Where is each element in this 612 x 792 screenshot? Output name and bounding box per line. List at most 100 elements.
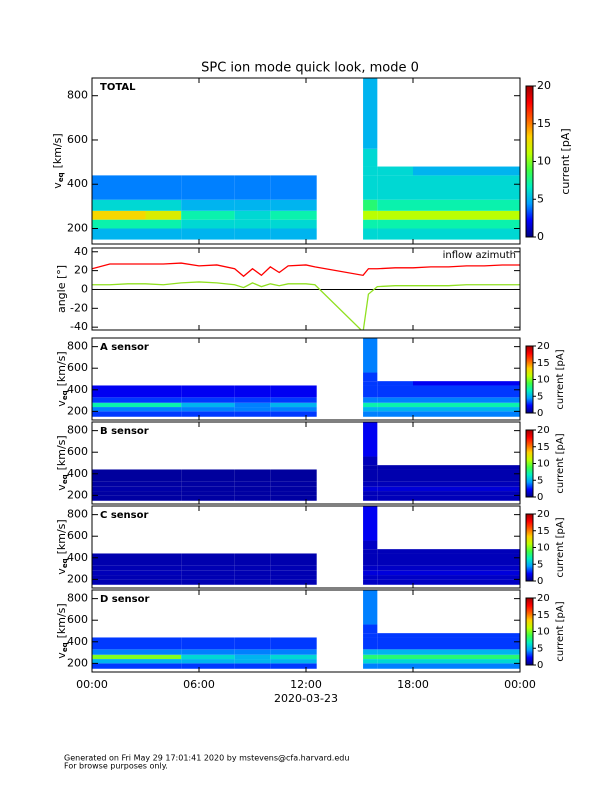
spectrogram-cell xyxy=(181,654,235,660)
spectrogram-cell xyxy=(234,219,271,229)
spectrogram-cell xyxy=(270,411,317,417)
spectrogram-cell xyxy=(363,506,378,541)
spectrogram-cell xyxy=(377,465,413,470)
spectrogram-cell xyxy=(377,166,413,176)
spectrogram-cell xyxy=(377,491,413,496)
spectrogram-cell xyxy=(145,649,182,655)
colorbar-tick-label: 20 xyxy=(537,593,550,604)
spectrogram-cell xyxy=(234,486,271,492)
spectrogram-cell xyxy=(466,663,520,669)
spectrogram-cell xyxy=(466,575,520,580)
spectrogram-cell xyxy=(466,465,520,470)
spectrogram-cell xyxy=(145,469,182,482)
spectrogram-cell xyxy=(466,228,520,240)
spectrogram-cell xyxy=(92,199,146,211)
y-axis-label-main: v xyxy=(55,652,68,659)
plot-area xyxy=(92,506,520,585)
spectrogram-cell xyxy=(363,465,378,470)
spectrogram-cell xyxy=(92,402,146,408)
spectrogram-cell xyxy=(377,659,413,664)
spectrogram-cell xyxy=(413,465,467,470)
spectrogram-cell xyxy=(270,486,317,492)
spectrogram-cell xyxy=(413,469,467,482)
spectrogram-cell xyxy=(466,219,520,229)
spectrogram-cell xyxy=(377,219,413,229)
spectrogram-cell xyxy=(377,411,413,417)
x-axis-label: 2020-03-23 xyxy=(274,692,338,705)
spectrogram-cell xyxy=(466,565,520,571)
y-axis-label: veq [km/s] xyxy=(55,603,69,658)
spectrogram-cell xyxy=(270,565,317,571)
plot-area xyxy=(92,338,520,417)
spectrogram-cell xyxy=(145,481,182,487)
spectrogram-cell xyxy=(145,575,182,580)
x-tick-label: 00:00 xyxy=(76,678,108,691)
colorbar xyxy=(525,85,534,238)
spectrogram-cell xyxy=(145,385,182,398)
y-tick-label: 600 xyxy=(67,613,88,626)
y-tick-label: 600 xyxy=(67,133,88,146)
spectrogram-cell xyxy=(466,469,520,482)
spectrogram-cell xyxy=(466,166,520,176)
y-tick-label: 200 xyxy=(67,488,88,501)
spectrogram-cell xyxy=(377,565,413,571)
spectrogram-cell xyxy=(377,210,413,220)
spectrogram-cell xyxy=(145,411,182,417)
spectrogram-cell xyxy=(377,469,413,482)
footer-line: Generated on Fri May 29 17:01:41 2020 by… xyxy=(64,754,349,763)
spectrogram-cell xyxy=(466,175,520,200)
spectrogram-cell xyxy=(363,228,378,240)
y-axis-label-main: v xyxy=(55,568,68,575)
spectrogram-cell xyxy=(145,491,182,496)
spectrogram-cell xyxy=(181,469,235,482)
spectrogram-cell xyxy=(270,637,317,650)
spectrogram-cell xyxy=(413,553,467,566)
spectrogram-cell xyxy=(363,637,378,650)
colorbar-tick-label: 15 xyxy=(537,610,550,621)
spectrogram-cell xyxy=(363,486,378,492)
colorbar-tick-label: 20 xyxy=(537,79,551,92)
spectrogram-cell xyxy=(363,422,378,457)
spectrogram-cell xyxy=(413,407,467,412)
y-tick-label: -20 xyxy=(70,301,88,314)
spectrogram-cell xyxy=(377,663,413,669)
x-tick-label: 00:00 xyxy=(504,678,536,691)
spectrogram-cell xyxy=(181,397,235,403)
spectrogram-cell xyxy=(270,553,317,566)
spectrogram-cell xyxy=(413,385,467,398)
footer-line: For browse purposes only. xyxy=(64,762,168,771)
spectrogram-cell xyxy=(363,663,378,669)
spectrogram-cell xyxy=(363,210,378,220)
colorbar xyxy=(525,597,534,666)
spectrogram-cell xyxy=(234,491,271,496)
spectrogram-cell xyxy=(377,637,413,650)
spectrogram-cell xyxy=(92,407,146,412)
spectrogram-cell xyxy=(270,175,317,200)
spectrogram-cell xyxy=(92,175,146,200)
spectrogram-cell xyxy=(377,481,413,487)
y-tick-label: 800 xyxy=(67,340,88,353)
spectrogram-cell xyxy=(270,659,317,664)
spectrogram-cell xyxy=(181,575,235,580)
y-axis-label-unit: [km/s] xyxy=(55,435,68,470)
spectrogram-cell xyxy=(363,659,378,664)
spectrogram-cell xyxy=(234,385,271,398)
spectrogram-cell xyxy=(413,210,467,220)
spectrogram-cell xyxy=(270,579,317,585)
spectrogram-cell xyxy=(145,228,182,240)
colorbar-tick-label: 0 xyxy=(537,230,544,243)
spectrogram-cell xyxy=(466,402,520,408)
colorbar-tick-label: 20 xyxy=(537,425,550,436)
spectrogram-cell xyxy=(181,481,235,487)
plot-area xyxy=(92,590,520,669)
spectrogram-cell xyxy=(377,407,413,412)
y-axis-label-main: v xyxy=(51,182,64,189)
y-axis-label-sub: eq xyxy=(61,390,69,400)
spectrogram-cell xyxy=(363,199,378,211)
spectrogram-cell xyxy=(234,637,271,650)
spectrogram-cell xyxy=(92,649,146,655)
spectrogram-cell xyxy=(363,397,378,403)
spectrogram-cell xyxy=(363,654,378,660)
spectrogram-cell xyxy=(466,381,520,386)
